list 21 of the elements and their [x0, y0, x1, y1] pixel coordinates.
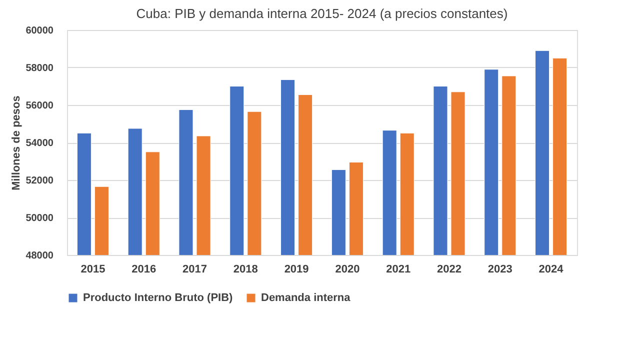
x-tick-label: 2016 [132, 264, 156, 276]
y-tick-label: 58000 [26, 63, 54, 74]
y-tick-label: 50000 [26, 213, 54, 224]
y-tick-label: 56000 [26, 100, 54, 112]
x-tick-label: 2017 [182, 264, 207, 276]
legend-label: Demanda interna [261, 292, 352, 304]
y-tick-label: 48000 [26, 250, 54, 262]
x-tick-label: 2022 [437, 264, 462, 276]
legend-label: Producto Interno Bruto (PIB) [83, 292, 234, 304]
x-tick-label: 2018 [233, 264, 258, 276]
x-tick-label: 2020 [335, 264, 360, 276]
x-tick-label: 2023 [488, 264, 512, 276]
y-tick-label: 54000 [26, 138, 54, 149]
y-tick-label: 60000 [26, 26, 54, 36]
y-tick-label: 52000 [26, 176, 54, 186]
chart-title: Cuba: PIB y demanda interna 2015- 2024 (a precios constantes) [136, 6, 508, 21]
x-tick-label: 2015 [80, 264, 106, 276]
x-tick-label: 2024 [538, 264, 564, 276]
y-axis-title: Millones de pesos [10, 96, 23, 190]
x-tick-label: 2021 [386, 264, 411, 276]
x-tick-label: 2019 [284, 264, 309, 276]
